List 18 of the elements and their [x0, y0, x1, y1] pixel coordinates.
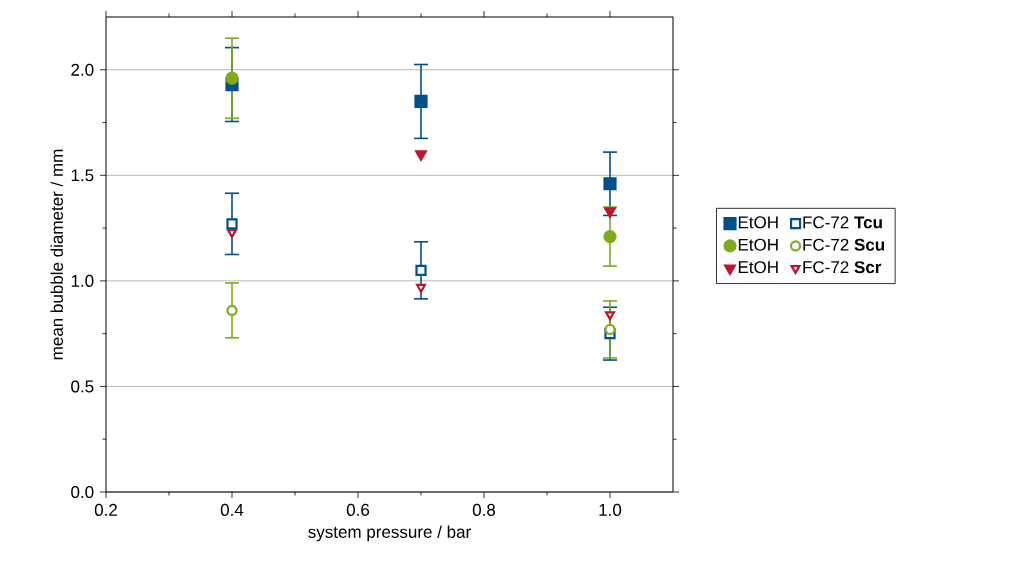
- x-tick-label: 0.2: [94, 503, 117, 516]
- y-tick-label: 1.0: [71, 274, 94, 287]
- y-axis-title: mean bubble diameter / mm: [50, 149, 63, 360]
- x-tick-label: 0.6: [346, 503, 370, 516]
- y-tick-label: 0.5: [71, 380, 94, 393]
- x-axis-title: system pressure / bar: [308, 525, 471, 542]
- y-tick-label: 0.0: [71, 485, 94, 499]
- x-tick-label: 1.0: [599, 503, 622, 516]
- legend-label: FC-72 Tcu: [803, 216, 882, 229]
- legend-label: FC-72 Scr: [803, 261, 882, 274]
- x-tick-label: 0.8: [472, 503, 496, 516]
- y-tick-label: 1.5: [71, 169, 94, 182]
- legend-label: FC-72 Scu: [803, 238, 885, 251]
- x-tick-label: 0.4: [220, 503, 244, 516]
- legend-label: EtOH: [738, 261, 778, 274]
- legend-label: EtOH: [738, 216, 778, 229]
- y-tick-label: 2.0: [71, 63, 94, 76]
- legend-label: EtOH: [738, 238, 778, 251]
